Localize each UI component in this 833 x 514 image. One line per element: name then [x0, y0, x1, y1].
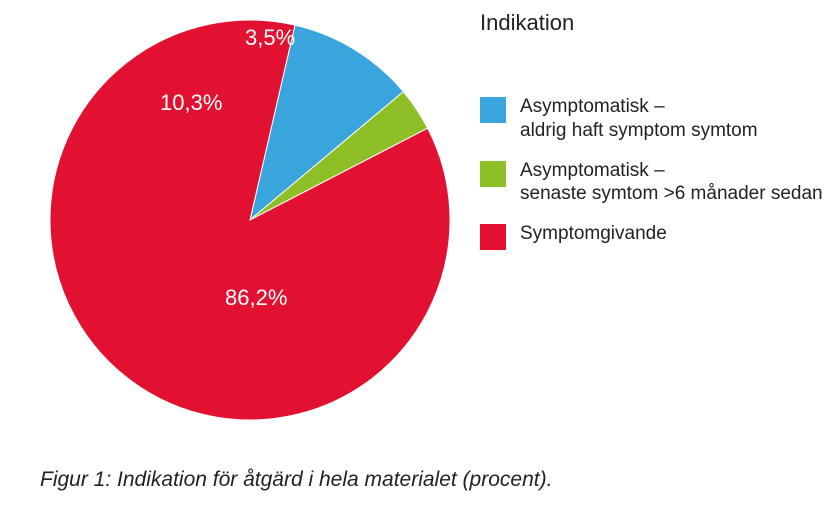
- pie-chart: 10,3% 3,5% 86,2%: [40, 10, 460, 430]
- legend-text-0: Asymptomatisk – aldrig haft symptom symt…: [520, 95, 758, 143]
- figure-container: 10,3% 3,5% 86,2% Indikation Asymptomatis…: [0, 0, 833, 514]
- legend-line1-0: Asymptomatisk –: [520, 96, 665, 117]
- legend-item-0: Asymptomatisk – aldrig haft symptom symt…: [480, 95, 823, 143]
- legend-text-2: Symptomgivande: [520, 222, 667, 246]
- pie-svg: [40, 10, 460, 430]
- figure-caption: Figur 1: Indikation för åtgärd i hela ma…: [40, 468, 552, 492]
- legend-item-2: Symptomgivande: [480, 222, 823, 250]
- legend-text-1: Asymptomatisk – senaste symtom >6 månade…: [520, 159, 823, 207]
- pie-label-1: 3,5%: [245, 25, 295, 51]
- pie-label-2: 86,2%: [225, 285, 287, 311]
- legend-title: Indikation: [480, 10, 574, 36]
- legend-line2-0: aldrig haft symptom symtom: [520, 120, 758, 141]
- legend-item-1: Asymptomatisk – senaste symtom >6 månade…: [480, 159, 823, 207]
- legend-line1-1: Asymptomatisk –: [520, 160, 665, 181]
- legend-line1-2: Symptomgivande: [520, 223, 667, 244]
- pie-label-0: 10,3%: [160, 90, 222, 116]
- legend: Asymptomatisk – aldrig haft symptom symt…: [480, 95, 823, 266]
- legend-swatch-0: [480, 97, 506, 123]
- legend-swatch-1: [480, 161, 506, 187]
- legend-swatch-2: [480, 224, 506, 250]
- legend-line2-1: senaste symtom >6 månader sedan: [520, 183, 823, 204]
